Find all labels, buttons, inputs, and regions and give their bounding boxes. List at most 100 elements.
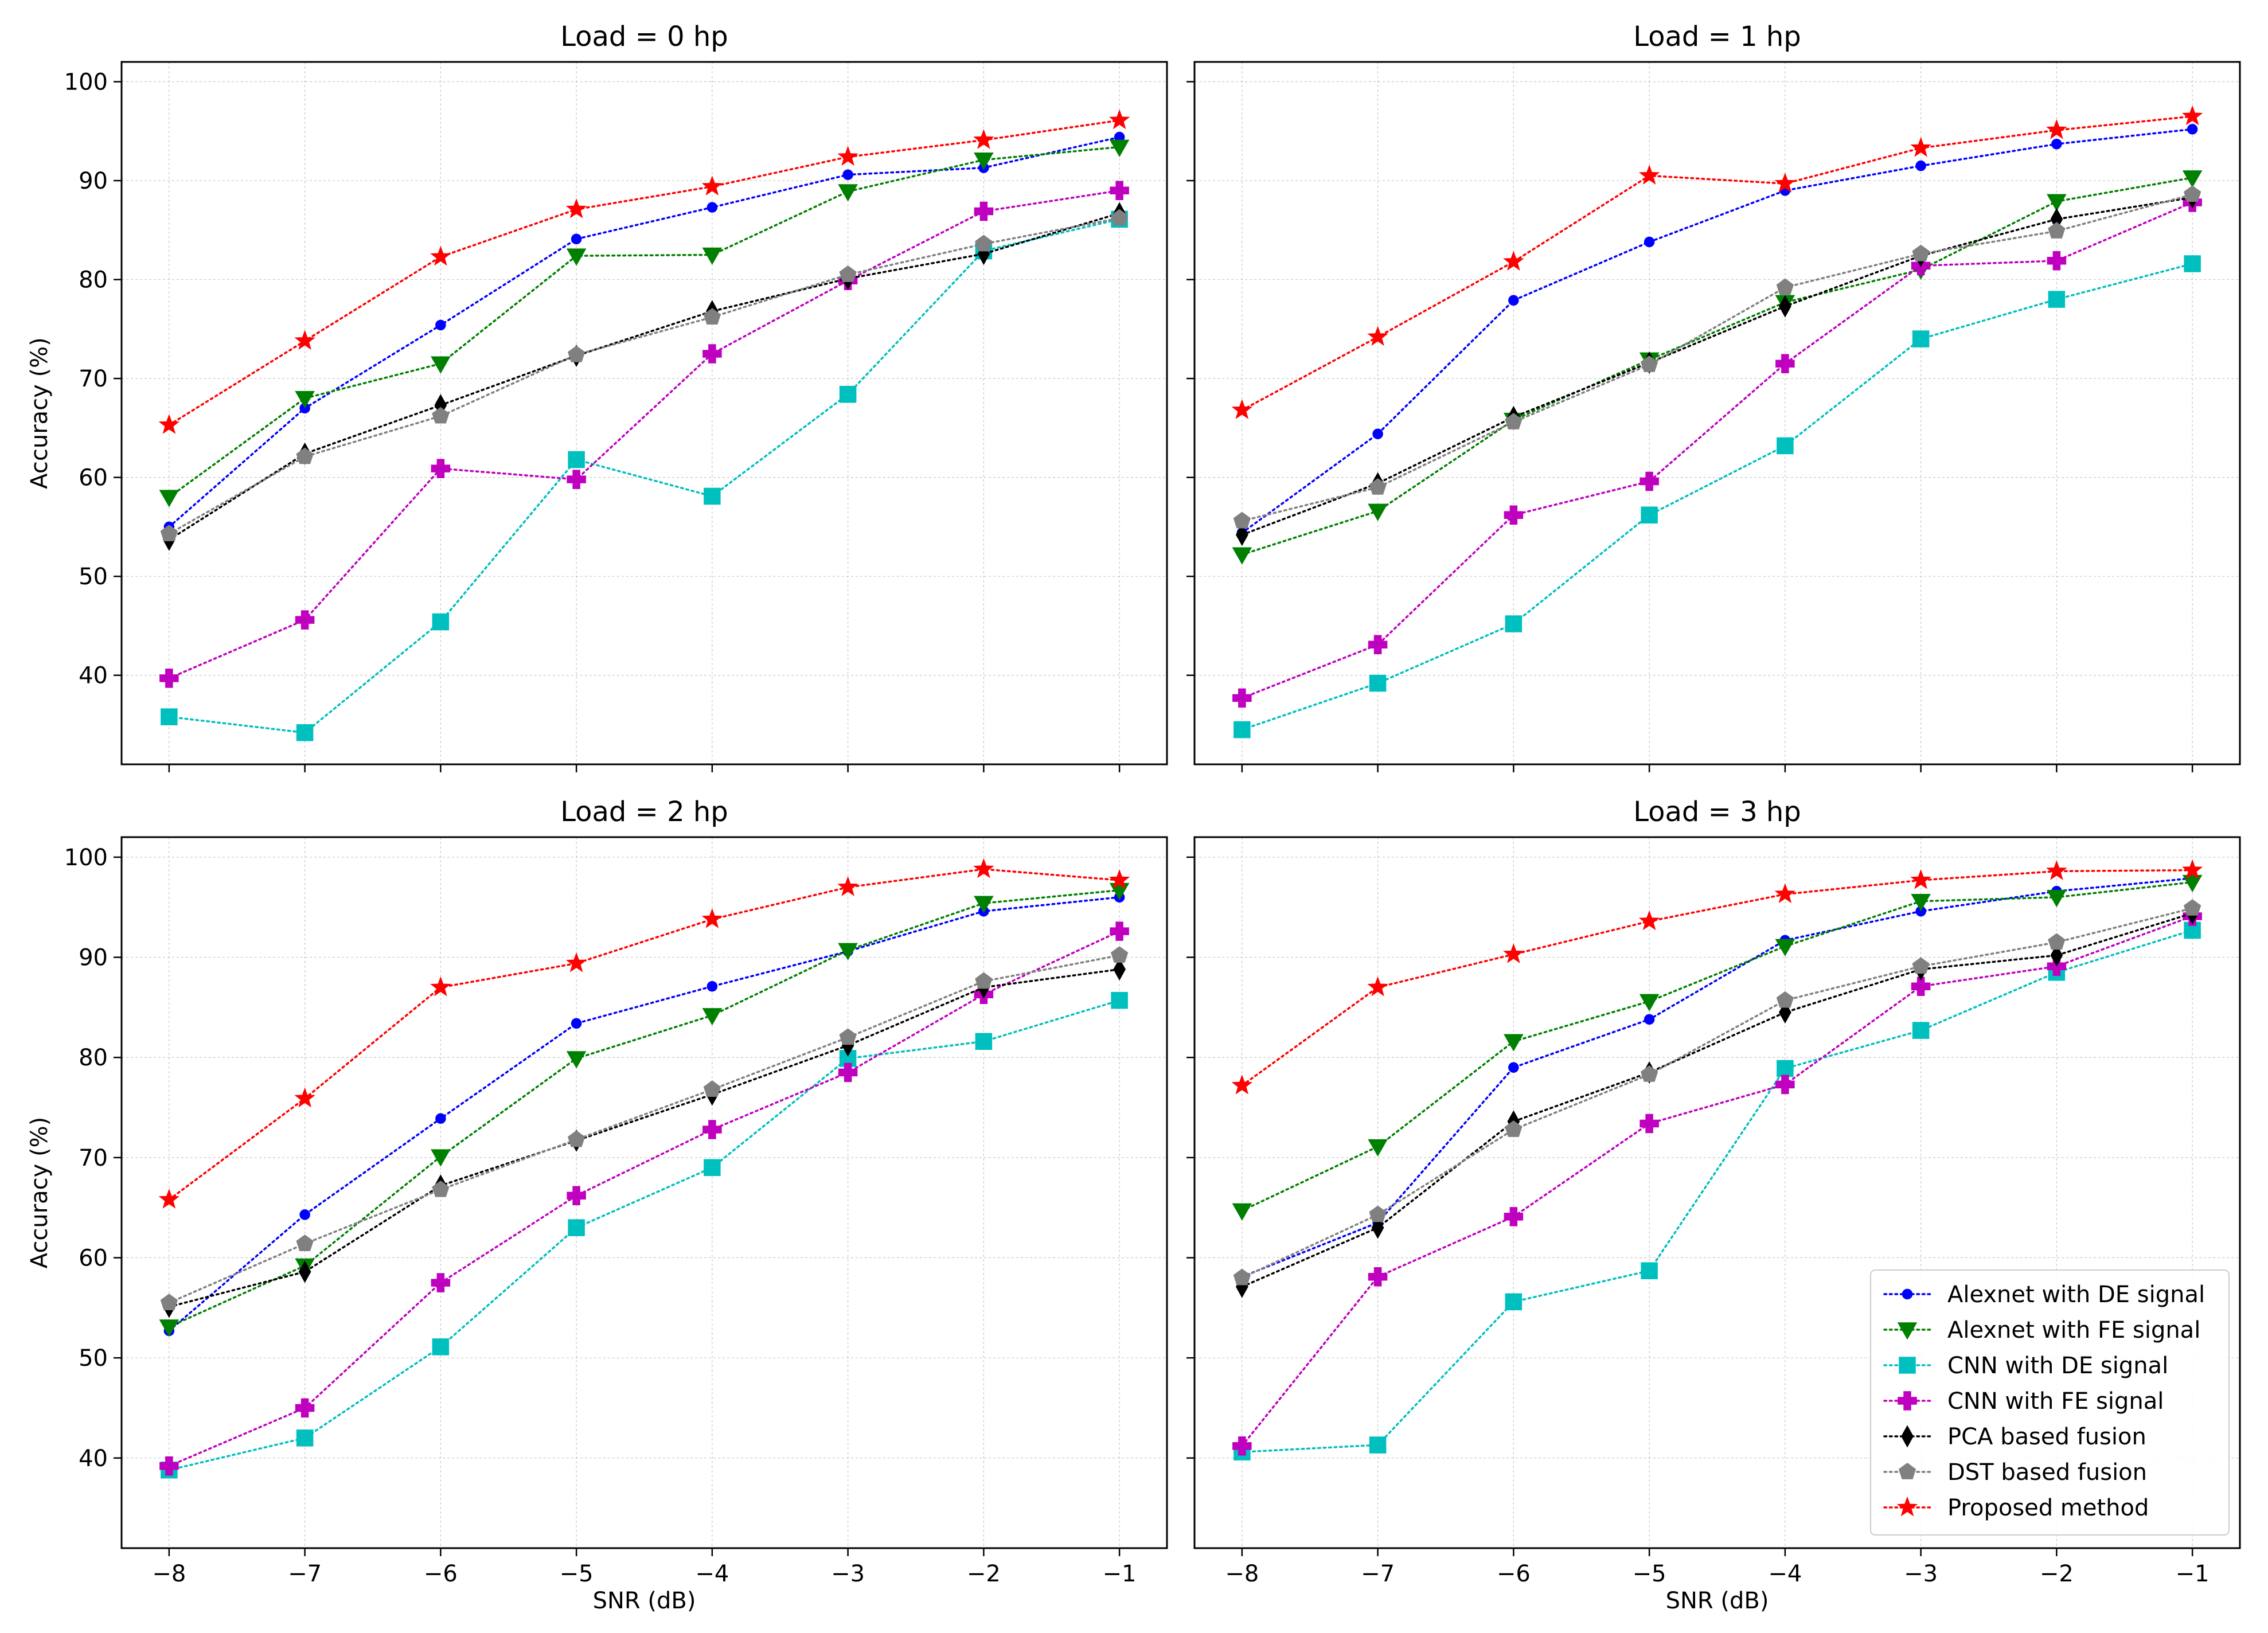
series-line: [168, 930, 1121, 1467]
data-point-alexnet-with-fe-signal: [2047, 890, 2067, 908]
series-line: [1241, 263, 2193, 731]
data-point-dst-based-fusion: [2048, 933, 2066, 950]
data-point-dst-based-fusion: [296, 1234, 314, 1251]
data-point-cnn-with-fe-signal: [1368, 635, 1388, 654]
data-point-cnn-with-fe-signal: [295, 610, 315, 630]
series-line: [1241, 915, 2193, 1447]
data-point-dst-based-fusion: [432, 1180, 450, 1197]
data-point-dst-based-fusion: [1233, 511, 1251, 529]
data-point-alexnet-with-de-signal: [1644, 1014, 1655, 1025]
data-point-cnn-with-de-signal: [1641, 506, 1658, 524]
data-point-pca-based-fusion: [298, 1260, 311, 1283]
data-point-cnn-with-fe-signal: [702, 1120, 722, 1139]
data-point-dst-based-fusion: [296, 447, 314, 464]
y-tick-label: 80: [79, 1045, 108, 1071]
data-point-alexnet-with-de-signal: [706, 202, 718, 213]
data-point-alexnet-with-de-signal: [1508, 295, 1519, 306]
data-point-cnn-with-fe-signal: [1639, 1114, 1659, 1134]
data-point-dst-based-fusion: [703, 1080, 721, 1097]
data-point-proposed-method: [973, 129, 994, 149]
data-point-cnn-with-fe-signal: [295, 1398, 315, 1418]
data-point-pca-based-fusion: [1236, 524, 1248, 546]
y-tick-label: 60: [79, 465, 108, 491]
data-point-cnn-with-de-signal: [1233, 721, 1251, 739]
data-point-alexnet-with-fe-signal: [702, 247, 723, 265]
data-point-cnn-with-fe-signal: [1110, 181, 1129, 201]
x-tick-label: −4: [695, 1561, 729, 1587]
series-line: [1241, 881, 2193, 1212]
data-point-cnn-with-fe-signal: [567, 470, 586, 489]
data-point-alexnet-with-de-signal: [1508, 1062, 1519, 1073]
data-point-proposed-method: [973, 858, 994, 878]
data-point-proposed-method: [1108, 869, 1130, 889]
x-tick-label: −7: [1361, 1561, 1395, 1587]
data-point-pca-based-fusion: [1779, 295, 1791, 318]
axes-frame: [1193, 61, 2241, 765]
data-point-dst-based-fusion: [2048, 222, 2066, 239]
data-point-cnn-with-de-signal: [1641, 1262, 1658, 1279]
legend-marker: [1902, 1288, 1913, 1300]
data-point-dst-based-fusion: [703, 308, 721, 325]
series-proposed-method: [1231, 105, 2203, 419]
data-point-dst-based-fusion: [1912, 957, 1930, 974]
data-point-proposed-method: [430, 976, 451, 997]
data-point-alexnet-with-fe-signal: [1232, 1203, 1252, 1221]
x-tick-label: −2: [2040, 1561, 2074, 1587]
x-tick-label: −1: [2176, 1561, 2210, 1587]
legend-box: [1870, 1269, 2230, 1536]
series-line: [168, 218, 1121, 734]
y-axis-label: Accuracy (%): [26, 1117, 53, 1269]
axes-frame: [120, 836, 1168, 1549]
data-point-alexnet-with-fe-signal: [974, 896, 994, 913]
data-point-cnn-with-fe-signal: [974, 201, 994, 221]
panel-load-2-hp: −8 −7 −6 −5 −4 −3 −2 −1 40 50 60 70 80 90 100 Load = 2 …: [26, 796, 1168, 1614]
series-line: [1241, 177, 2193, 556]
series-proposed-method: [1231, 859, 2203, 1095]
legend-marker: [1898, 1463, 1916, 1479]
axes-frame: [1193, 836, 2241, 1549]
series-line: [168, 889, 1121, 1328]
panel-load-0-hp: 40 50 60 70 80 90 100 Load = 0 hp Accuracy (%): [26, 21, 1168, 772]
data-point-dst-based-fusion: [567, 1130, 585, 1147]
data-point-dst-based-fusion: [1369, 1205, 1387, 1222]
data-point-alexnet-with-fe-signal: [1109, 139, 1130, 157]
data-point-dst-based-fusion: [1776, 991, 1794, 1008]
series-alexnet-with-fe-signal: [1232, 874, 2203, 1221]
data-point-dst-based-fusion: [1640, 355, 1658, 372]
data-point-proposed-method: [1108, 109, 1130, 130]
series-proposed-method: [158, 858, 1130, 1209]
legend-entry-cnn-with-fe-signal: CNN with FE signal: [1883, 1388, 2164, 1415]
series-line: [168, 217, 1121, 535]
x-tick-label: −8: [152, 1561, 186, 1587]
legend-marker: [1899, 1357, 1916, 1374]
data-point-cnn-with-de-signal: [1111, 991, 1128, 1009]
y-tick-label: 40: [79, 1446, 108, 1472]
data-point-proposed-method: [430, 245, 451, 266]
data-point-alexnet-with-de-signal: [706, 980, 718, 992]
data-point-cnn-with-de-signal: [1369, 1436, 1387, 1454]
data-point-dst-based-fusion: [2183, 899, 2201, 916]
y-tick-label: 90: [79, 945, 108, 971]
series-line: [1241, 193, 2193, 522]
series-line: [1241, 907, 2193, 1279]
data-point-cnn-with-de-signal: [2184, 255, 2201, 272]
series-line: [1241, 929, 2193, 1454]
y-tick-label: 50: [79, 1345, 108, 1372]
subplots: 40 50 60 70 80 90 100 Load = 0 hp Accuracy (%) Lo…: [26, 21, 2241, 1614]
series-line: [168, 968, 1121, 1308]
data-point-alexnet-with-de-signal: [571, 233, 582, 245]
data-point-cnn-with-de-signal: [432, 1338, 450, 1355]
x-tick-label: −6: [424, 1561, 458, 1587]
data-point-pca-based-fusion: [1113, 958, 1126, 981]
data-point-proposed-method: [1638, 910, 1660, 931]
data-point-cnn-with-fe-signal: [1232, 688, 1252, 708]
series-line: [168, 136, 1121, 528]
panel-title: Load = 3 hp: [1633, 796, 1801, 828]
data-point-cnn-with-de-signal: [704, 1159, 721, 1177]
data-point-alexnet-with-fe-signal: [1368, 1139, 1388, 1157]
data-point-alexnet-with-de-signal: [1372, 428, 1383, 439]
data-point-alexnet-with-fe-signal: [431, 1149, 451, 1167]
series-line: [1241, 128, 2193, 534]
panel-title: Load = 1 hp: [1633, 21, 1801, 53]
data-point-proposed-method: [158, 1189, 180, 1209]
